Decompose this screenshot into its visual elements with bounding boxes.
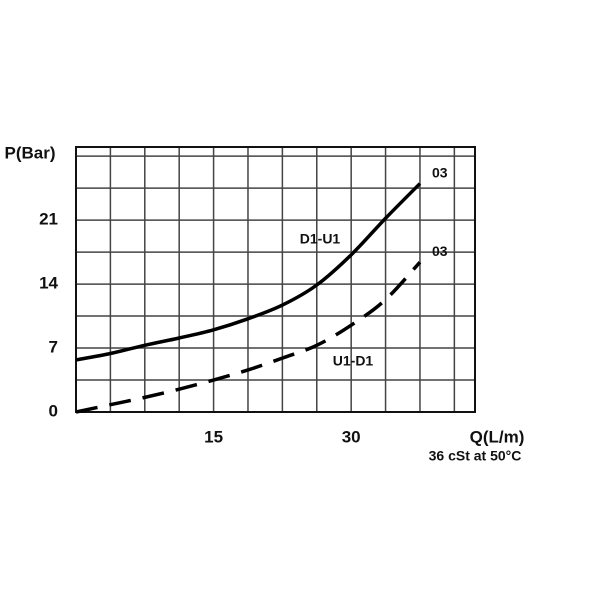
curve-end-label: 03	[432, 243, 448, 259]
y-tick-label: 14	[39, 274, 58, 293]
y-tick-label: 0	[49, 401, 58, 420]
curve	[75, 182, 422, 362]
curve-label: U1-D1	[333, 353, 374, 369]
x-axis-label: Q(L/m)	[470, 427, 525, 446]
y-tick-label: 21	[39, 210, 58, 229]
y-tick-label: 7	[49, 338, 58, 357]
note: 36 cSt at 50°C	[429, 448, 522, 464]
plot-frame	[75, 146, 476, 413]
x-tick-label: 15	[204, 427, 223, 446]
curve-label: D1-U1	[300, 231, 341, 247]
x-tick-label: 30	[342, 427, 361, 446]
curve-end-label: 03	[432, 164, 448, 180]
y-axis-label: P(Bar)	[4, 143, 55, 162]
curve	[75, 260, 422, 414]
